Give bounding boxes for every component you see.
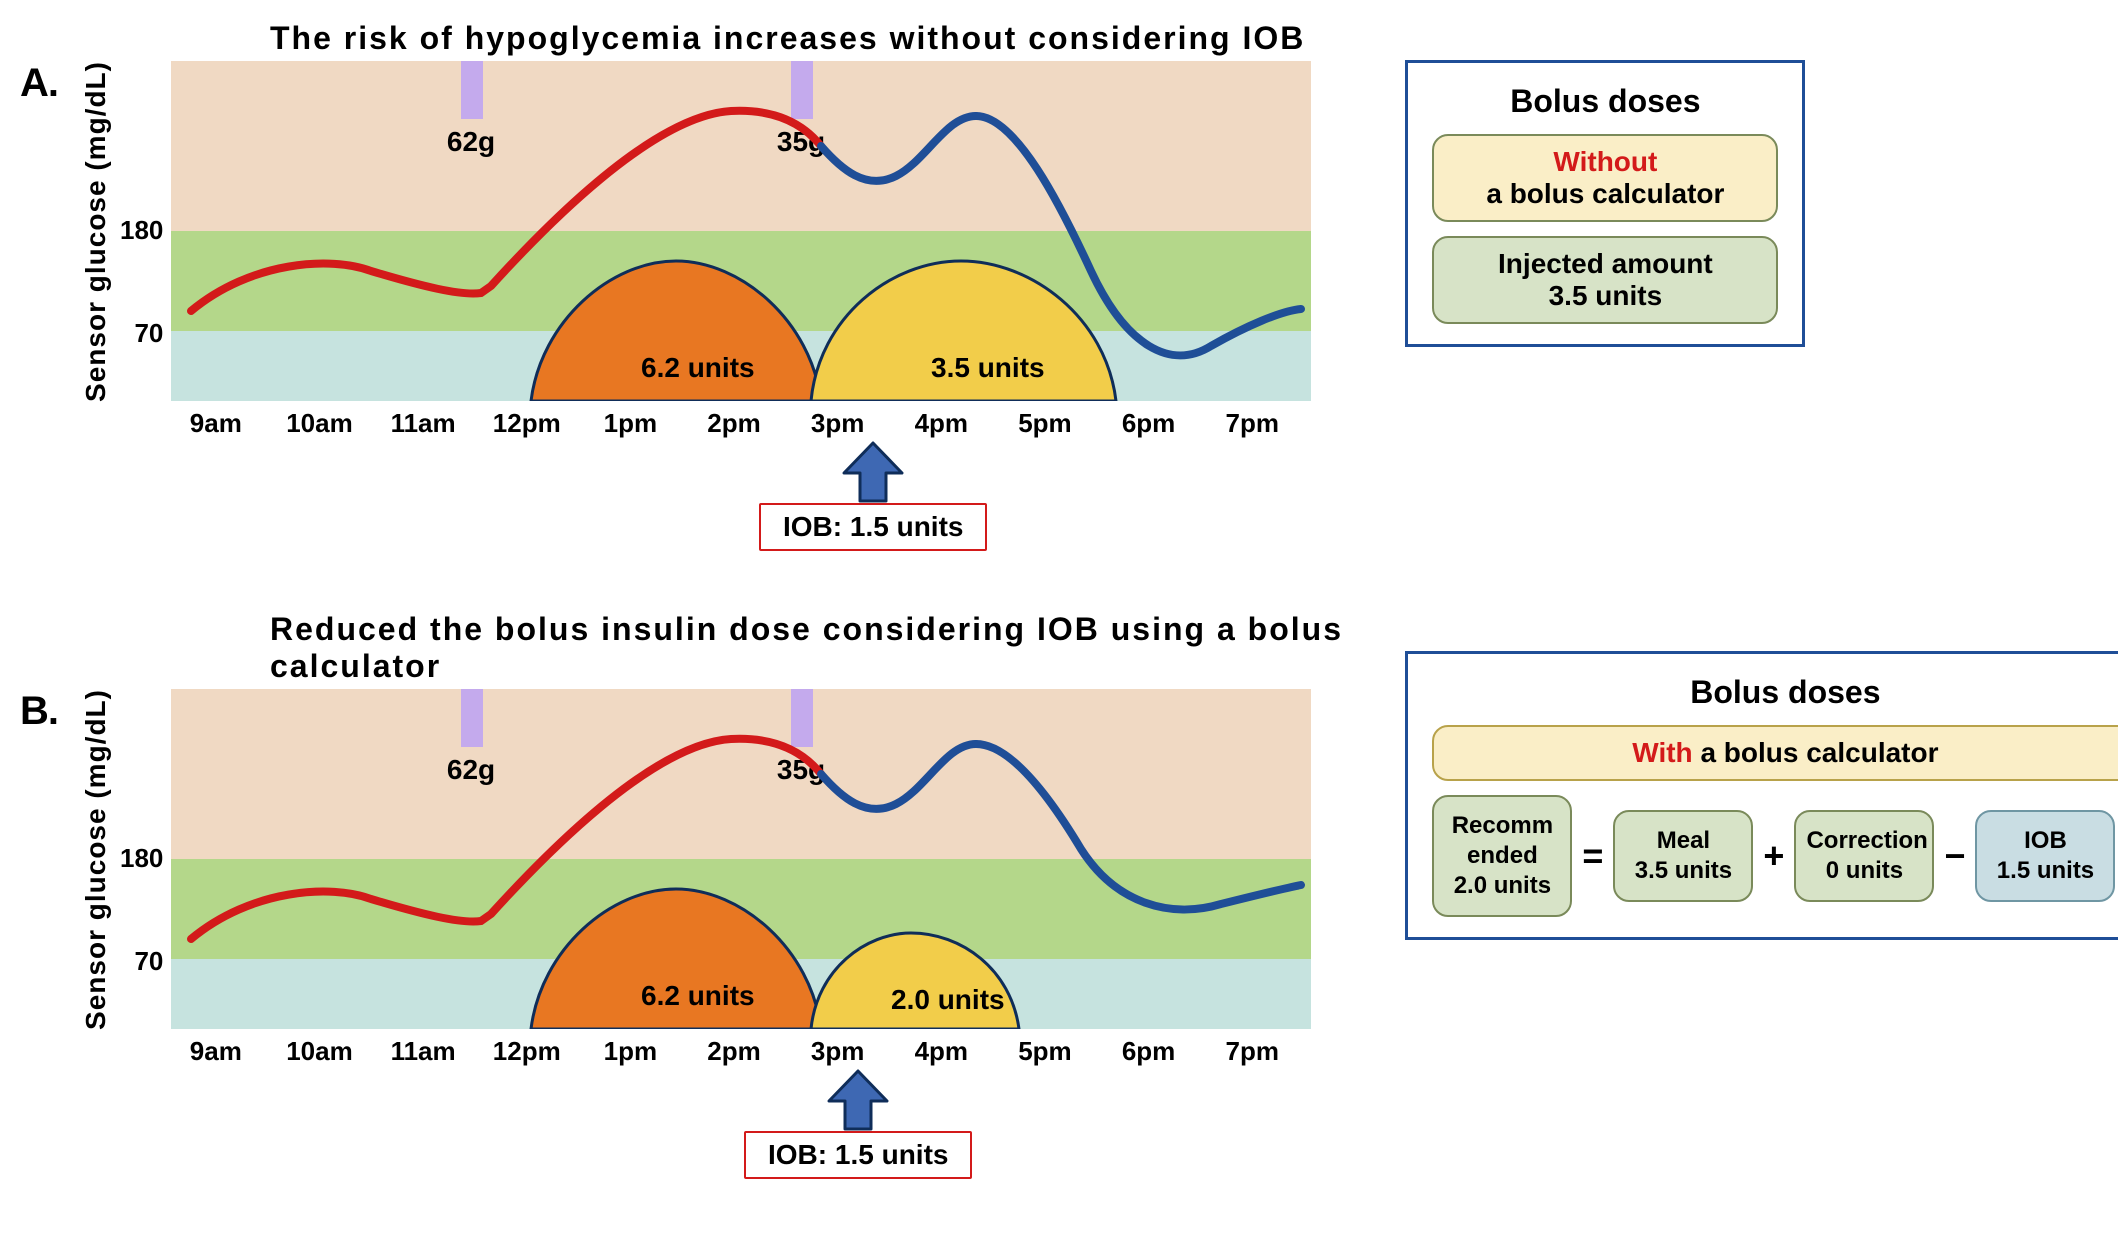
legend-formula-box: Meal3.5 units bbox=[1613, 810, 1753, 902]
y-tick-180: 180 bbox=[120, 215, 163, 246]
panel-b-chart: 62g35g6.2 units2.0 units bbox=[171, 689, 1311, 1029]
x-tick: 7pm bbox=[1200, 1036, 1304, 1067]
panel-a-chart: 62g35g6.2 units3.5 units bbox=[171, 61, 1311, 401]
y-axis-label: Sensor glucose (mg/dL) bbox=[80, 61, 112, 402]
x-tick: 10am bbox=[268, 408, 372, 439]
x-tick: 1pm bbox=[579, 408, 683, 439]
svg-text:6.2 units: 6.2 units bbox=[641, 352, 755, 383]
legend-formula-box: IOB1.5 units bbox=[1975, 810, 2115, 902]
x-tick: 11am bbox=[371, 408, 475, 439]
x-tick: 2pm bbox=[682, 408, 786, 439]
x-tick: 4pm bbox=[889, 408, 993, 439]
iob-value: IOB: 1.5 units bbox=[759, 503, 987, 551]
arrow-up-icon bbox=[823, 1069, 893, 1131]
panel-b: Reduced the bolus insulin dose consideri… bbox=[20, 611, 2098, 1179]
operator: + bbox=[1763, 835, 1784, 877]
panel-a-label: A. bbox=[20, 61, 70, 106]
iob-value: IOB: 1.5 units bbox=[744, 1131, 972, 1179]
x-tick: 6pm bbox=[1097, 1036, 1201, 1067]
iob-callout: IOB: 1.5 units bbox=[744, 1069, 972, 1179]
x-tick: 2pm bbox=[682, 1036, 786, 1067]
legend-title: Bolus doses bbox=[1432, 83, 1778, 120]
legend-formula-box: Recommended2.0 units bbox=[1432, 795, 1572, 917]
legend-pill: Withouta bolus calculator bbox=[1432, 134, 1778, 222]
svg-text:2.0 units: 2.0 units bbox=[891, 984, 1005, 1015]
panel-b-legend: Bolus doses With a bolus calculator Recomm… bbox=[1405, 651, 2118, 940]
y-axis-label: Sensor glucose (mg/dL) bbox=[80, 689, 112, 1030]
arrow-up-icon bbox=[838, 441, 908, 503]
svg-text:6.2 units: 6.2 units bbox=[641, 980, 755, 1011]
x-tick: 3pm bbox=[786, 408, 890, 439]
legend-pill: Injected amount3.5 units bbox=[1432, 236, 1778, 324]
svg-text:62g: 62g bbox=[447, 754, 495, 785]
x-tick: 5pm bbox=[993, 1036, 1097, 1067]
panel-a-title: The risk of hypoglycemia increases witho… bbox=[270, 20, 1305, 57]
x-tick: 12pm bbox=[475, 408, 579, 439]
x-tick: 10am bbox=[268, 1036, 372, 1067]
x-tick: 4pm bbox=[889, 1036, 993, 1067]
x-tick: 12pm bbox=[475, 1036, 579, 1067]
x-tick: 6pm bbox=[1097, 408, 1201, 439]
iob-callout: IOB: 1.5 units bbox=[759, 441, 987, 551]
y-axis-ticks: 180 70 bbox=[120, 61, 163, 401]
x-axis-ticks: 9am10am11am12pm1pm2pm3pm4pm5pm6pm7pm bbox=[164, 1036, 1304, 1067]
x-tick: 5pm bbox=[993, 408, 1097, 439]
operator: = bbox=[1582, 835, 1603, 877]
y-axis-ticks: 180 70 bbox=[120, 689, 163, 1029]
panel-a-legend: Bolus doses Withouta bolus calculator Inje… bbox=[1405, 60, 1805, 347]
x-tick: 3pm bbox=[786, 1036, 890, 1067]
x-axis-ticks: 9am10am11am12pm1pm2pm3pm4pm5pm6pm7pm bbox=[164, 408, 1304, 439]
legend-formula-box: Correction0 units bbox=[1794, 810, 1934, 902]
y-tick-180: 180 bbox=[120, 843, 163, 874]
legend-pill: With a bolus calculator bbox=[1432, 725, 2118, 781]
x-tick: 7pm bbox=[1200, 408, 1304, 439]
operator: − bbox=[1944, 835, 1965, 877]
y-tick-70: 70 bbox=[120, 318, 163, 349]
panel-b-title: Reduced the bolus insulin dose consideri… bbox=[270, 611, 1375, 685]
legend-title: Bolus doses bbox=[1432, 674, 2118, 711]
x-tick: 11am bbox=[371, 1036, 475, 1067]
panel-a: The risk of hypoglycemia increases witho… bbox=[20, 20, 2098, 551]
legend-formula: Recommended2.0 units=Meal3.5 units+Corre… bbox=[1432, 795, 2118, 917]
x-tick: 9am bbox=[164, 408, 268, 439]
x-tick: 9am bbox=[164, 1036, 268, 1067]
y-tick-70: 70 bbox=[120, 946, 163, 977]
x-tick: 1pm bbox=[579, 1036, 683, 1067]
panel-b-label: B. bbox=[20, 689, 70, 734]
svg-text:3.5 units: 3.5 units bbox=[931, 352, 1045, 383]
svg-text:62g: 62g bbox=[447, 126, 495, 157]
